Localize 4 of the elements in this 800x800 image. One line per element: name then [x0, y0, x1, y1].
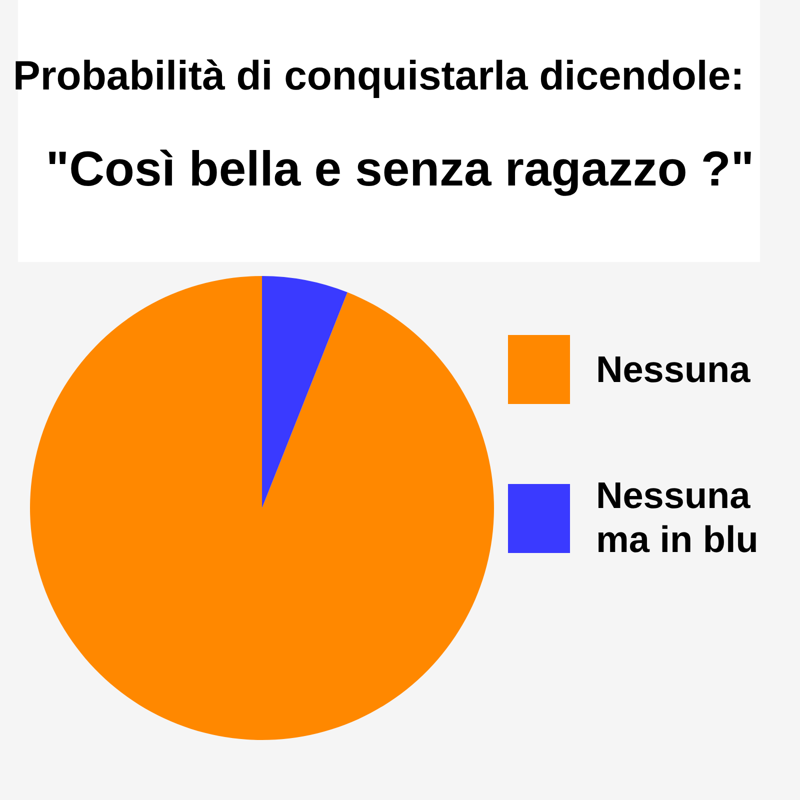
legend-label: Nessuna [596, 348, 752, 392]
chart-title: Probabilità di conquistarla dicendole: [13, 52, 744, 98]
legend-label: Nessuna ma in blu [596, 474, 760, 562]
chart-subtitle: "Così bella e senza ragazzo ?" [46, 142, 754, 196]
